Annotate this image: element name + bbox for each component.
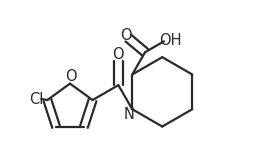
Text: Cl: Cl — [29, 92, 44, 107]
Text: O: O — [120, 28, 132, 43]
Text: N: N — [124, 107, 135, 122]
Text: OH: OH — [159, 33, 182, 48]
Text: O: O — [65, 69, 77, 84]
Text: O: O — [112, 47, 124, 62]
